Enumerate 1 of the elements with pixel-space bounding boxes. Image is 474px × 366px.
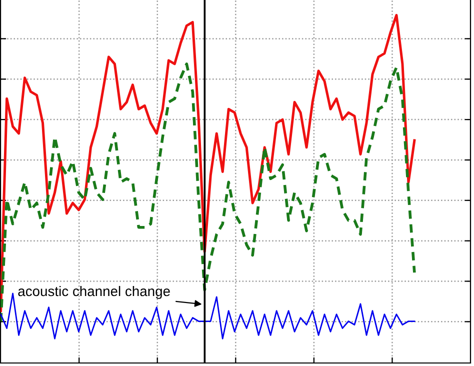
annotation: acoustic channel change xyxy=(18,286,170,299)
